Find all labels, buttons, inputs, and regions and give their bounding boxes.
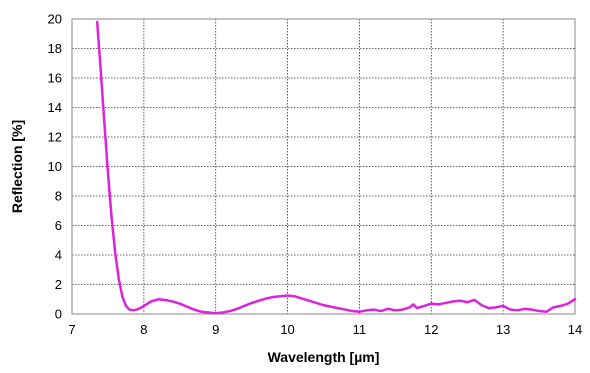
y-tick-label: 16 <box>48 71 62 86</box>
y-tick-label: 0 <box>55 307 62 322</box>
y-tick-label: 4 <box>55 248 62 263</box>
grid <box>71 18 576 315</box>
y-tick-label: 6 <box>55 218 62 233</box>
x-tick-label: 10 <box>280 322 294 337</box>
plot-area <box>71 18 576 315</box>
x-axis-ticks: 7 8 9 10 11 12 13 14 <box>68 322 582 337</box>
y-tick-label: 2 <box>55 277 62 292</box>
reflection-series-line <box>95 20 577 315</box>
x-tick-label: 12 <box>424 322 438 337</box>
y-axis-ticks: 0 2 4 6 8 10 12 14 16 18 20 <box>48 12 62 322</box>
y-tick-label: 10 <box>48 159 62 174</box>
x-tick-label: 14 <box>568 322 582 337</box>
y-tick-label: 20 <box>48 12 62 27</box>
y-axis-title: Reflection [%] <box>9 120 25 213</box>
y-tick-label: 12 <box>48 130 62 145</box>
x-axis-title: Wavelength [µm] <box>268 349 380 365</box>
x-tick-label: 11 <box>353 322 367 337</box>
x-tick-label: 8 <box>140 322 147 337</box>
y-tick-label: 14 <box>48 100 62 115</box>
x-tick-label: 13 <box>496 322 510 337</box>
y-tick-label: 18 <box>48 41 62 56</box>
y-tick-label: 8 <box>55 189 62 204</box>
x-tick-label: 9 <box>212 322 219 337</box>
x-tick-label: 7 <box>68 322 75 337</box>
